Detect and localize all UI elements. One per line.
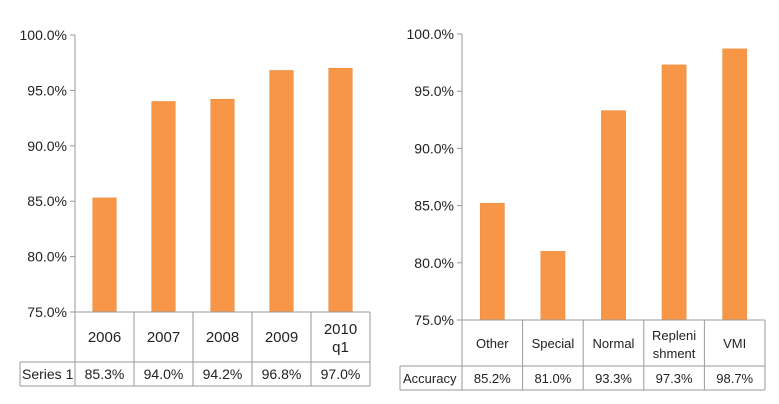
bar-1 (540, 251, 566, 321)
y-tick-label: 80.0% (414, 255, 454, 271)
table-value: 96.8% (262, 366, 302, 382)
table-value: 94.0% (144, 366, 184, 382)
x-category-label: VMI (723, 336, 746, 351)
y-tick-label: 90.0% (27, 138, 67, 154)
x-category-label: 2010 (324, 321, 357, 338)
table-value: 93.3% (595, 371, 632, 386)
x-category-label: shment (653, 346, 696, 361)
bar-3 (661, 64, 687, 321)
y-tick-label: 95.0% (414, 83, 454, 99)
chart-category-accuracy: 75.0% 80.0% 85.0% 90.0% 95.0% 100.0% Other Spec… (399, 26, 766, 391)
y-tick-label: 75.0% (27, 304, 67, 320)
x-category-label: 2008 (206, 329, 239, 346)
table-value: 94.2% (203, 366, 243, 382)
table-value: 85.2% (474, 371, 511, 386)
series-label: Accuracy (403, 371, 457, 386)
bar-1 (151, 101, 176, 313)
x-category-label: Repleni (652, 328, 696, 343)
y-tick-label: 85.0% (414, 198, 454, 214)
y-tick-label: 100.0% (407, 26, 454, 42)
x-category-label: q1 (332, 339, 349, 356)
bar-4 (722, 48, 748, 321)
y-tick-label: 85.0% (27, 193, 67, 209)
y-tick-label: 100.0% (20, 27, 67, 43)
series-label: Series 1 (22, 366, 74, 382)
bar-4 (328, 67, 353, 313)
y-tick-label: 90.0% (414, 140, 454, 156)
table-value: 81.0% (534, 371, 571, 386)
x-category-label: Normal (593, 336, 635, 351)
bar-0 (92, 197, 117, 313)
chart-yearly-accuracy: 75.0% 80.0% 85.0% 90.0% 95.0% 100.0% 2006 2007 2… (19, 27, 371, 387)
bar-2 (210, 99, 235, 313)
x-category-label: Other (476, 336, 509, 351)
table-value: 85.3% (85, 366, 125, 382)
y-tick-label: 75.0% (414, 312, 454, 328)
bar-0 (479, 203, 505, 321)
bar-2 (601, 110, 626, 321)
table-value: 97.3% (656, 371, 693, 386)
x-category-label: 2007 (147, 329, 180, 346)
table-value: 98.7% (716, 371, 753, 386)
x-category-label: 2009 (265, 329, 298, 346)
table-value: 97.0% (321, 366, 361, 382)
y-tick-label: 95.0% (27, 82, 67, 98)
x-category-label: 2006 (88, 329, 121, 346)
y-tick-label: 80.0% (27, 249, 67, 265)
bar-3 (269, 70, 294, 313)
x-category-label: Special (532, 336, 575, 351)
